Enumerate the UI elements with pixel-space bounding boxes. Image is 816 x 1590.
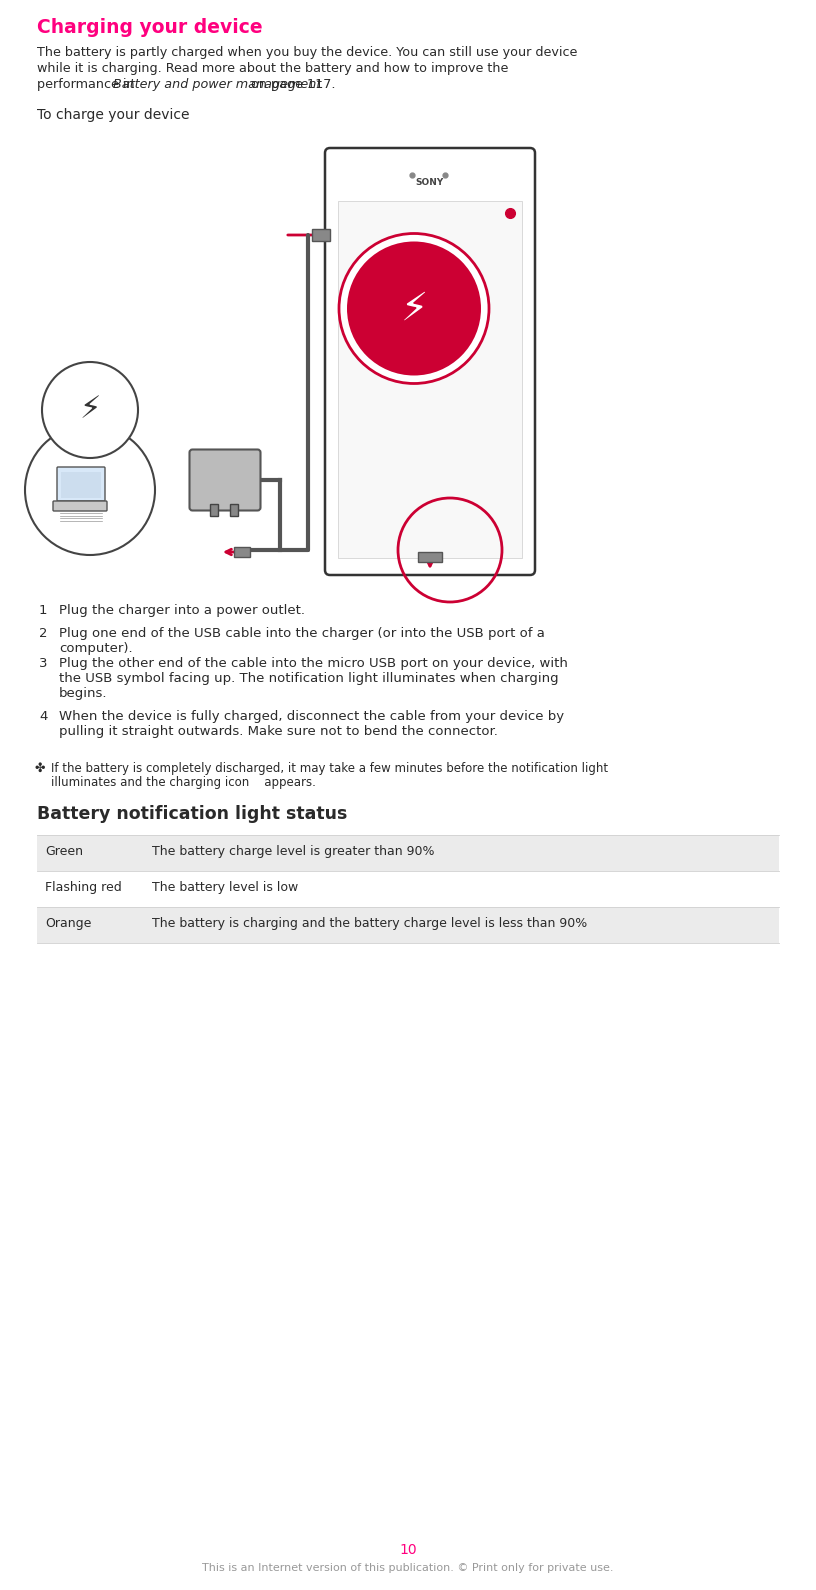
- Text: on page 117.: on page 117.: [247, 78, 335, 91]
- FancyBboxPatch shape: [325, 148, 535, 576]
- Text: SONY: SONY: [416, 178, 444, 188]
- Text: while it is charging. Read more about the battery and how to improve the: while it is charging. Read more about th…: [37, 62, 508, 75]
- Text: When the device is fully charged, disconnect the cable from your device by: When the device is fully charged, discon…: [59, 711, 564, 723]
- Text: 1: 1: [39, 604, 47, 617]
- Text: This is an Internet version of this publication. © Print only for private use.: This is an Internet version of this publ…: [202, 1563, 614, 1573]
- Text: Battery notification light status: Battery notification light status: [37, 805, 348, 824]
- Text: Charging your device: Charging your device: [37, 17, 263, 37]
- Text: 3: 3: [39, 657, 47, 669]
- Text: The battery charge level is greater than 90%: The battery charge level is greater than…: [152, 844, 434, 859]
- Bar: [37, 835, 779, 871]
- Text: The battery is charging and the battery charge level is less than 90%: The battery is charging and the battery …: [152, 917, 588, 930]
- Text: Plug one end of the USB cable into the charger (or into the USB port of a: Plug one end of the USB cable into the c…: [59, 626, 545, 641]
- Text: ⚡: ⚡: [401, 289, 428, 328]
- Circle shape: [347, 242, 481, 375]
- Bar: [338, 200, 522, 558]
- Text: 2: 2: [39, 626, 47, 641]
- Text: Flashing red: Flashing red: [45, 881, 122, 894]
- Text: begins.: begins.: [59, 687, 108, 700]
- Text: The battery level is low: The battery level is low: [152, 881, 299, 894]
- Text: Orange: Orange: [45, 917, 91, 930]
- Bar: [37, 871, 779, 906]
- Text: computer).: computer).: [59, 642, 133, 655]
- Circle shape: [25, 425, 155, 555]
- Text: The battery is partly charged when you buy the device. You can still use your de: The battery is partly charged when you b…: [37, 46, 578, 59]
- Text: ✤: ✤: [35, 762, 46, 774]
- Text: Battery and power management: Battery and power management: [113, 78, 322, 91]
- FancyBboxPatch shape: [189, 450, 260, 510]
- Bar: [230, 504, 238, 515]
- Text: ⚡: ⚡: [79, 396, 100, 425]
- Text: Plug the other end of the cable into the micro USB port on your device, with: Plug the other end of the cable into the…: [59, 657, 568, 669]
- Circle shape: [339, 234, 489, 383]
- Bar: [312, 229, 330, 242]
- Text: Plug the charger into a power outlet.: Plug the charger into a power outlet.: [59, 604, 305, 617]
- Bar: [210, 504, 218, 515]
- Text: performance in: performance in: [37, 78, 139, 91]
- Bar: [234, 547, 250, 556]
- Text: To charge your device: To charge your device: [37, 108, 189, 122]
- Circle shape: [42, 363, 138, 458]
- Text: illuminates and the charging icon    appears.: illuminates and the charging icon appear…: [51, 776, 316, 789]
- Bar: [37, 906, 779, 943]
- Text: 10: 10: [399, 1542, 417, 1557]
- Text: Green: Green: [45, 844, 83, 859]
- FancyBboxPatch shape: [53, 501, 107, 510]
- Text: If the battery is completely discharged, it may take a few minutes before the no: If the battery is completely discharged,…: [51, 762, 608, 774]
- Bar: [61, 472, 101, 498]
- Bar: [418, 552, 442, 561]
- Text: the USB symbol facing up. The notification light illuminates when charging: the USB symbol facing up. The notificati…: [59, 673, 559, 685]
- FancyBboxPatch shape: [57, 467, 105, 501]
- Bar: [338, 157, 522, 199]
- Text: pulling it straight outwards. Make sure not to bend the connector.: pulling it straight outwards. Make sure …: [59, 725, 498, 738]
- Text: 4: 4: [39, 711, 47, 723]
